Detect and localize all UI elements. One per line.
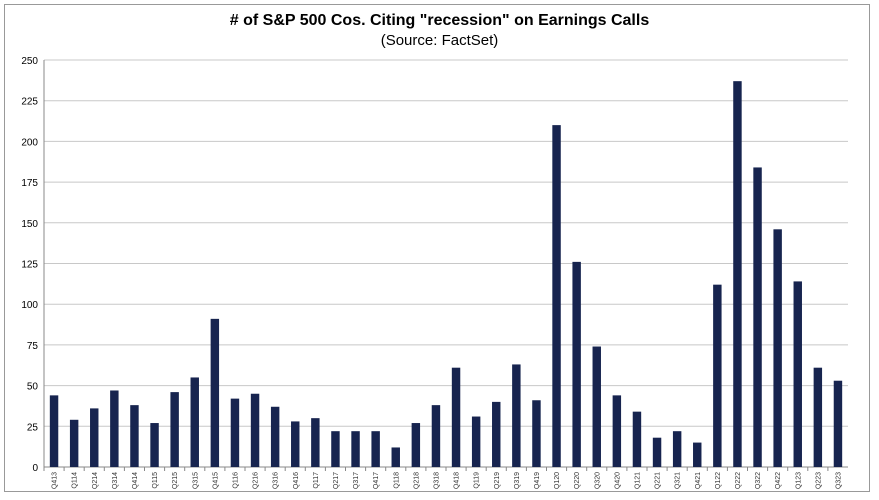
x-tick-label: Q413 [52,472,59,489]
x-tick-label: Q122 [715,472,722,489]
y-tick-label: 225 [21,97,38,108]
bar [331,431,340,467]
x-tick-label: Q123 [795,472,802,489]
x-tick-label: Q320 [594,472,601,489]
bar [49,395,59,467]
bar [130,405,139,467]
y-tick-label: 50 [27,382,39,393]
x-tick-label: Q118 [393,472,400,489]
bar [652,437,662,467]
x-tick-label: Q216 [253,472,260,489]
bar [672,431,682,467]
x-tick-label: Q218 [413,472,420,489]
x-tick-label: Q215 [172,472,179,489]
bar [753,167,762,467]
x-tick-label: Q415 [212,472,219,489]
bar [773,229,782,467]
bar [793,281,802,467]
bar [391,447,400,467]
y-tick-label: 175 [21,178,38,189]
bar [431,405,441,467]
bar [291,421,300,467]
x-tick-label: Q119 [474,472,481,489]
y-tick-label: 250 [21,56,38,67]
x-tick-label: Q314 [112,472,119,489]
y-tick-label: 100 [21,300,38,311]
x-tick-label: Q221 [655,472,662,489]
x-tick-label: Q219 [494,472,501,489]
x-tick-label: Q317 [353,472,360,489]
y-tick-label: 200 [21,137,38,148]
bar [110,390,119,467]
chart-title: # of S&P 500 Cos. Citing "recession" on … [229,12,650,29]
x-tick-label: Q417 [373,472,380,489]
x-tick-label: Q315 [192,472,199,489]
x-tick-label: Q222 [735,472,742,489]
x-tick-label: Q319 [514,472,521,489]
chart-frame [4,4,870,492]
x-tick-label: Q414 [132,472,139,489]
bar [230,398,240,467]
x-tick-label: Q115 [152,472,159,489]
y-tick-label: 125 [21,260,38,271]
bar [813,367,823,467]
bar [411,423,421,467]
bar [250,393,260,467]
x-tick-label: Q121 [634,472,641,489]
x-tick-label: Q117 [313,472,320,489]
bar [733,81,742,467]
bar [632,411,642,467]
bar [552,125,561,468]
x-tick-label: Q114 [72,472,79,489]
bar [713,284,722,467]
bar [833,380,843,467]
x-tick-label: Q116 [232,472,239,489]
bar [612,395,622,467]
x-tick-label: Q120 [554,472,561,489]
bar [451,367,461,467]
x-tick-label: Q323 [835,472,842,489]
bar [512,364,521,467]
bar [532,400,541,467]
y-tick-label: 0 [32,463,38,474]
bar [150,423,159,467]
chart-subtitle: (Source: FactSet) [380,32,499,49]
y-tick-label: 150 [21,219,38,230]
x-tick-label: Q422 [775,472,782,489]
bar [311,418,320,467]
x-tick-label: Q217 [333,472,340,489]
bar [492,401,501,467]
x-tick-label: Q318 [433,472,440,489]
x-tick-label: Q419 [534,472,541,489]
bar [270,406,280,467]
x-tick-label: Q321 [675,472,682,489]
bar [90,408,99,467]
bar [371,431,380,467]
x-tick-label: Q223 [815,472,822,489]
bar [693,442,702,467]
bar [351,431,360,467]
x-tick-label: Q220 [574,472,581,489]
x-tick-label: Q214 [92,472,99,489]
bar [572,261,581,467]
x-tick-label: Q421 [695,472,702,489]
x-tick-label: Q416 [293,472,300,489]
bar [592,346,601,467]
bar [210,318,220,467]
bar [69,419,79,467]
x-tick-label: Q316 [273,472,280,489]
bar [170,392,179,467]
x-tick-label: Q322 [755,472,762,489]
bar [190,377,199,467]
y-tick-label: 75 [27,341,39,352]
y-tick-label: 25 [27,422,39,433]
bar [471,416,481,467]
x-tick-label: Q420 [614,472,621,489]
x-tick-label: Q418 [454,472,461,489]
